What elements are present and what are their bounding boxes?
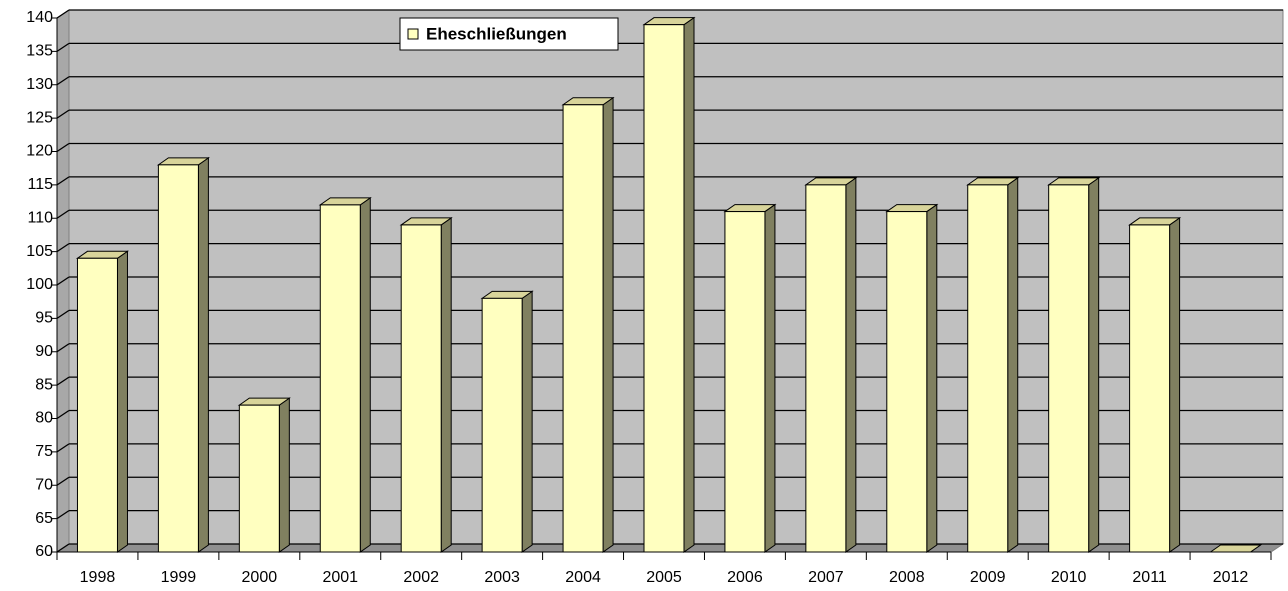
x-tick-label: 2000 [242,569,278,586]
legend: Eheschließungen [399,17,619,51]
x-tick-label: 2007 [808,569,844,586]
bar-side [683,16,695,553]
x-tick-label: 2001 [322,569,358,586]
grid-line-side [56,9,70,19]
grid-line-side [56,543,70,553]
grid-line-side [56,42,70,52]
bar-top [1208,544,1263,553]
y-tick-label: 80 [35,410,53,427]
bar-side [521,290,533,553]
y-tick-label: 75 [35,443,53,460]
y-tick-label: 60 [35,543,53,560]
y-tick-label: 95 [35,310,53,327]
x-tick-label: 2005 [646,569,682,586]
x-tick-label: 2006 [727,569,763,586]
grid-line-side [56,209,70,219]
y-tick-label: 70 [35,476,53,493]
x-tick-label: 2009 [970,569,1006,586]
bar [1048,184,1090,553]
grid-line-side [56,510,70,520]
y-tick-label: 120 [26,143,53,160]
y-tick-label: 140 [26,9,53,26]
y-tick-label: 105 [26,243,53,260]
bar [400,224,442,553]
y-tick-label: 130 [26,76,53,93]
bar [886,211,928,553]
bar [238,404,280,553]
x-tick-label: 2012 [1213,569,1249,586]
bar-side [845,176,857,553]
bar-side [1088,176,1100,553]
bar [967,184,1009,553]
bar [319,204,361,553]
x-tick-label: 2004 [565,569,601,586]
x-tick-label: 2008 [889,569,925,586]
y-tick-label: 110 [27,209,53,226]
grid-line-side [56,243,70,253]
bar-side [359,196,371,553]
y-tick-label: 90 [35,343,53,360]
x-tick-label: 1999 [161,569,197,586]
bar-side [602,96,614,553]
x-tick-label: 2002 [403,569,439,586]
grid-line-side [56,276,70,286]
bar [481,297,523,553]
grid-line-side [56,409,70,420]
legend-swatch [407,28,419,40]
grid-line-side [56,476,70,486]
bar [805,184,847,553]
y-tick-label: 125 [26,109,53,126]
legend-label: Eheschließungen [426,24,567,43]
bar-side [197,156,209,553]
x-tick-label: 2011 [1132,569,1167,586]
grid-line-side [56,376,70,386]
grid-line-side [56,309,70,319]
y-tick-label: 100 [26,276,53,293]
bar-side [1169,216,1181,553]
legend-box [399,17,619,51]
grid-line-side [56,443,70,453]
x-tick-label: 2010 [1051,569,1087,586]
bar [157,164,199,553]
y-tick-label: 85 [35,376,53,393]
x-tick-label: 1998 [80,569,116,586]
grid-line-side [56,142,70,153]
grid-line-side [56,343,70,353]
grid-line-side [56,109,70,119]
bar-side [440,216,452,553]
bar [1129,224,1171,553]
bar [562,104,604,553]
bar [724,211,766,553]
bar-side [1007,176,1019,553]
bar [643,24,685,553]
bar-side [926,203,938,553]
grid-line-side [56,76,70,86]
bar-side [764,203,776,553]
bar [76,257,118,553]
x-tick-label: 2003 [484,569,520,586]
y-tick-label: 65 [35,510,53,527]
y-tick-label: 135 [26,43,53,60]
y-tick-label: 115 [27,176,53,193]
grid-line-side [56,176,70,186]
bar-side [278,397,290,553]
bar-side [116,250,128,553]
